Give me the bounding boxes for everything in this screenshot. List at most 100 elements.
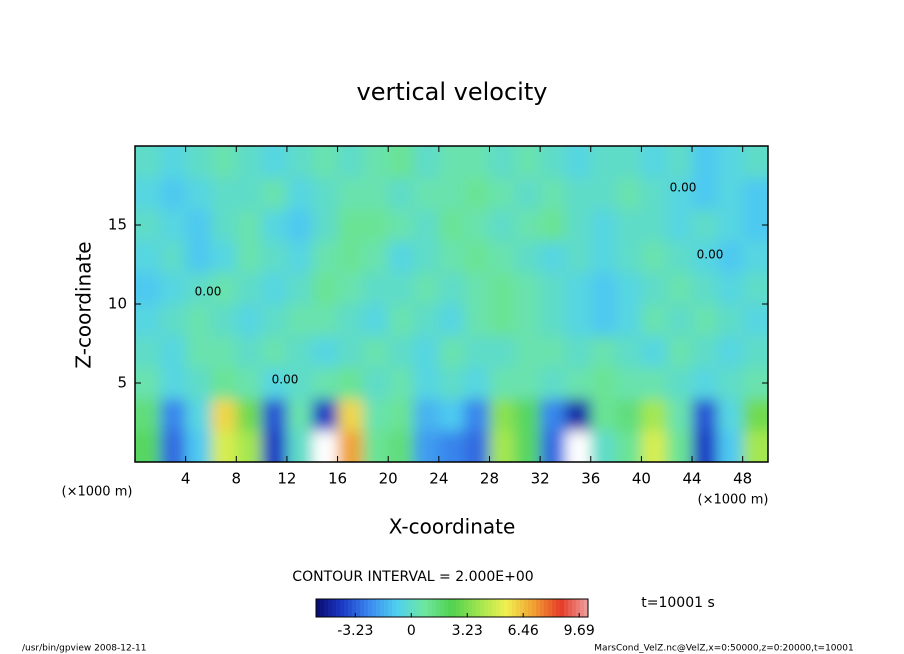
field-cell bbox=[337, 335, 364, 368]
field-cell bbox=[540, 209, 566, 242]
colorbar-swatch bbox=[540, 599, 545, 617]
field-cell bbox=[590, 272, 617, 305]
field-cell bbox=[565, 335, 592, 368]
field-cell bbox=[362, 430, 389, 462]
field-cell bbox=[641, 335, 668, 368]
field-cell bbox=[489, 398, 516, 431]
field-cell bbox=[362, 146, 389, 179]
field-cell bbox=[438, 335, 465, 368]
field-cell bbox=[236, 209, 263, 242]
field-cells bbox=[135, 146, 768, 462]
field-cell bbox=[236, 177, 263, 210]
field-cell bbox=[135, 209, 161, 242]
field-cell bbox=[185, 146, 212, 179]
field-cell bbox=[489, 335, 516, 368]
field-cell bbox=[312, 304, 339, 337]
field-cell bbox=[261, 398, 288, 431]
field-cell bbox=[413, 398, 440, 431]
field-cell bbox=[464, 335, 490, 368]
field-cell bbox=[692, 177, 718, 210]
colorbar-swatch bbox=[564, 599, 569, 617]
field-cell bbox=[717, 304, 744, 337]
field-cell bbox=[692, 367, 718, 400]
x-tick-label: 24 bbox=[429, 470, 448, 488]
x-tick-label: 12 bbox=[277, 470, 296, 488]
field-cell bbox=[666, 398, 693, 431]
field-cell bbox=[464, 272, 490, 305]
field-cell bbox=[312, 430, 339, 462]
colorbar-swatch bbox=[428, 599, 433, 617]
colorbar-swatch bbox=[580, 599, 585, 617]
field-cell bbox=[489, 430, 516, 462]
colorbar-swatch bbox=[464, 599, 469, 617]
colorbar-swatch bbox=[492, 599, 497, 617]
colorbar-swatch bbox=[528, 599, 533, 617]
colorbar-swatch bbox=[544, 599, 549, 617]
colorbar-swatch bbox=[512, 599, 517, 617]
field-cell bbox=[692, 272, 718, 305]
colorbar-swatch bbox=[360, 599, 365, 617]
x-unit: (×1000 m) bbox=[698, 493, 769, 508]
field-cell bbox=[236, 304, 263, 337]
field-cell bbox=[135, 240, 161, 273]
colorbar-tick-label: 0 bbox=[407, 623, 416, 639]
field-cell bbox=[616, 304, 642, 337]
contour-label: 0.00 bbox=[697, 248, 724, 262]
colorbar-swatch bbox=[416, 599, 421, 617]
field-cell bbox=[742, 367, 768, 400]
field-cell bbox=[692, 209, 718, 242]
x-tick-label: 32 bbox=[531, 470, 550, 488]
colorbar-swatch bbox=[404, 599, 409, 617]
field-cell bbox=[641, 209, 668, 242]
field-cell bbox=[160, 177, 187, 210]
colorbar-swatch bbox=[520, 599, 525, 617]
colorbar-swatch bbox=[432, 599, 437, 617]
field-cell bbox=[210, 240, 237, 273]
field-cell bbox=[210, 177, 237, 210]
field-cell bbox=[185, 335, 212, 368]
field-cell bbox=[540, 367, 566, 400]
x-tick-label: 28 bbox=[480, 470, 499, 488]
field-cell bbox=[489, 209, 516, 242]
field-cell bbox=[185, 430, 212, 462]
field-cell bbox=[565, 367, 592, 400]
field-cell bbox=[261, 146, 288, 179]
field-cell bbox=[590, 335, 617, 368]
colorbar-swatch bbox=[324, 599, 329, 617]
colorbar-swatch bbox=[424, 599, 429, 617]
field-cell bbox=[388, 430, 415, 462]
field-cell bbox=[565, 430, 592, 462]
field-cell bbox=[692, 304, 718, 337]
field-cell bbox=[489, 177, 516, 210]
field-cell bbox=[160, 272, 187, 305]
y-tick-label: 15 bbox=[108, 216, 127, 234]
field-cell bbox=[286, 240, 313, 273]
x-tick-label: 20 bbox=[379, 470, 398, 488]
field-cell bbox=[514, 304, 541, 337]
field-cell bbox=[565, 240, 592, 273]
field-cell bbox=[185, 304, 212, 337]
field-cell bbox=[540, 304, 566, 337]
field-cell bbox=[413, 272, 440, 305]
colorbar-swatch bbox=[356, 599, 361, 617]
field-cell bbox=[185, 177, 212, 210]
colorbar-swatch bbox=[572, 599, 577, 617]
field-cell bbox=[160, 240, 187, 273]
field-cell bbox=[590, 430, 617, 462]
field-cell bbox=[489, 272, 516, 305]
colorbar-swatch bbox=[372, 599, 377, 617]
field-cell bbox=[438, 367, 465, 400]
field-cell bbox=[438, 209, 465, 242]
colorbar-frame bbox=[315, 598, 589, 618]
contour-label: 0.00 bbox=[272, 373, 299, 387]
field-cell bbox=[590, 304, 617, 337]
field-cell bbox=[717, 146, 744, 179]
field-cell bbox=[135, 430, 161, 462]
field-cell bbox=[666, 272, 693, 305]
field-cell bbox=[261, 177, 288, 210]
field-cell bbox=[464, 430, 490, 462]
field-cell bbox=[286, 398, 313, 431]
field-cell bbox=[362, 304, 389, 337]
colorbar-swatch bbox=[568, 599, 573, 617]
colorbar-swatch bbox=[352, 599, 357, 617]
